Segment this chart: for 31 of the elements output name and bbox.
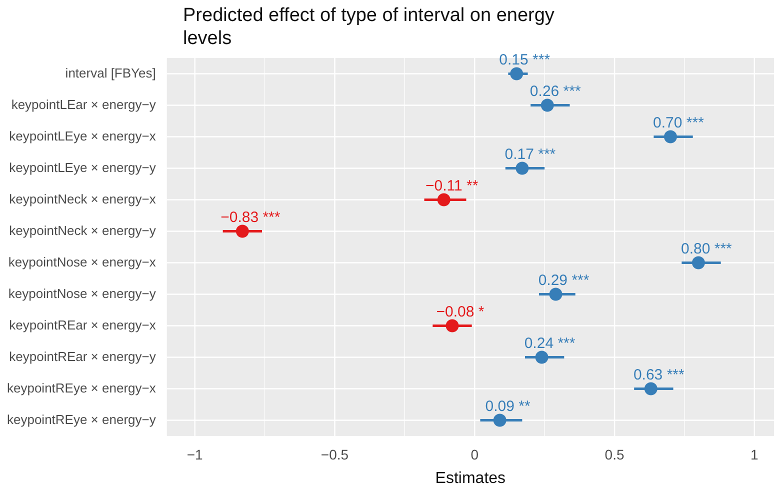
data-label: 0.70 *** xyxy=(653,114,704,132)
y-tick-label: keypointREar × energy−x xyxy=(9,317,156,332)
x-tick-label: −0.5 xyxy=(320,446,349,462)
data-label: 0.63 *** xyxy=(633,366,684,384)
x-tick-label: −1 xyxy=(186,446,204,462)
data-label: 0.80 *** xyxy=(681,240,732,258)
data-label: 0.26 *** xyxy=(530,82,581,100)
x-axis-title: Estimates xyxy=(435,470,506,487)
y-tick-label: keypointNose × energy−x xyxy=(8,254,156,270)
data-label: 0.15 *** xyxy=(499,51,550,68)
data-label: 0.24 *** xyxy=(524,334,576,352)
x-tick-label: 0.5 xyxy=(604,446,624,462)
y-tick-label: keypointLEye × energy−x xyxy=(9,128,156,144)
y-tick-label: keypointREye × energy−y xyxy=(6,412,156,427)
chart-title: Predicted effect of type of interval on energy levels xyxy=(183,4,556,50)
y-tick-label: keypointREye × energy−x xyxy=(6,380,156,396)
data-label: −0.83 *** xyxy=(220,208,280,226)
data-label: 0.09 ** xyxy=(485,398,530,415)
y-tick-label: keypointNeck × energy−y xyxy=(9,222,156,238)
y-tick-label: interval [FBYes] xyxy=(65,65,156,80)
x-tick-label: 1 xyxy=(750,446,759,462)
data-label: 0.17 *** xyxy=(504,146,556,163)
y-tick-label: keypointNeck × energy−x xyxy=(9,191,156,206)
data-label: 0.29 *** xyxy=(538,272,590,289)
data-label: −0.11 ** xyxy=(426,177,478,194)
y-tick-label: keypointLEar × energy−y xyxy=(11,96,156,112)
y-tick-label: keypointNose × energy−y xyxy=(8,286,156,301)
y-tick-label: keypointREar × energy−y xyxy=(9,348,156,364)
y-tick-label: keypointLEye × energy−y xyxy=(9,160,156,175)
data-label: −0.08 * xyxy=(436,303,484,320)
x-tick-label: 0 xyxy=(470,446,479,462)
